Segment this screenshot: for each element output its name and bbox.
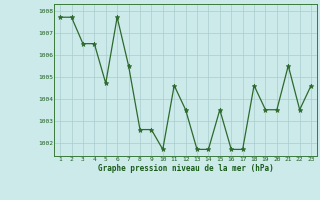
X-axis label: Graphe pression niveau de la mer (hPa): Graphe pression niveau de la mer (hPa) (98, 164, 274, 173)
